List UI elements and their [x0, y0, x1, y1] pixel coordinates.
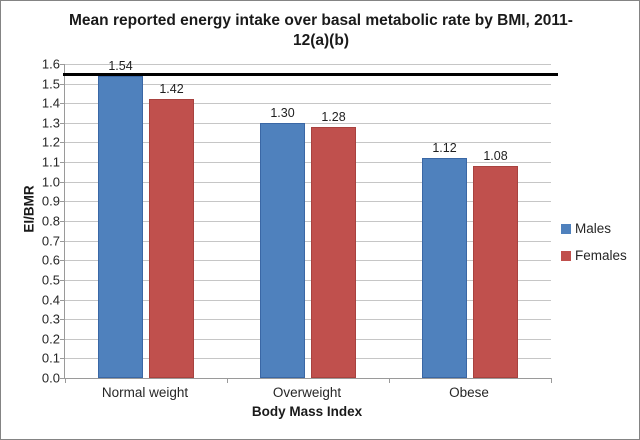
y-tick-label: 0.6 — [41, 252, 60, 268]
y-tick-label: 1.5 — [41, 76, 60, 92]
y-gridline — [65, 241, 551, 242]
y-tick-label: 1.1 — [41, 154, 60, 170]
y-tick-mark — [60, 378, 65, 379]
y-tick-label: 0.1 — [41, 350, 60, 366]
x-tick-mark — [551, 378, 552, 383]
reference-line — [63, 73, 558, 76]
y-gridline — [65, 319, 551, 320]
y-tick-mark — [60, 103, 65, 104]
y-tick-mark — [60, 162, 65, 163]
bar-value-label: 1.28 — [321, 110, 346, 124]
females-legend-label: Females — [575, 248, 627, 263]
bar-males-2 — [422, 158, 467, 378]
y-tick-mark — [60, 142, 65, 143]
y-tick-mark — [60, 201, 65, 202]
y-tick-label: 1.6 — [41, 56, 60, 72]
bar-value-label: 1.42 — [159, 82, 184, 96]
y-tick-mark — [60, 123, 65, 124]
y-tick-label: 0.9 — [41, 193, 60, 209]
y-gridline — [65, 142, 551, 143]
y-tick-label: 0.3 — [41, 311, 60, 327]
x-tick-mark — [389, 378, 390, 383]
y-tick-mark — [60, 280, 65, 281]
y-gridline — [65, 260, 551, 261]
x-tick-mark — [227, 378, 228, 383]
y-gridline — [65, 339, 551, 340]
y-tick-label: 0.0 — [41, 370, 60, 386]
y-tick-mark — [60, 64, 65, 65]
y-gridline — [65, 358, 551, 359]
y-gridline — [65, 182, 551, 183]
y-gridline — [65, 103, 551, 104]
y-tick-mark — [60, 300, 65, 301]
bar-females-1 — [311, 127, 356, 378]
y-tick-mark — [60, 182, 65, 183]
y-gridline — [65, 162, 551, 163]
bar-value-label: 1.54 — [108, 59, 133, 73]
category-label-overweight: Overweight — [272, 385, 342, 400]
y-gridline — [65, 64, 551, 65]
legend-item-males: Males — [561, 221, 627, 236]
y-gridline — [65, 84, 551, 85]
males-legend-label: Males — [575, 221, 612, 236]
category-label-normal-weight: Normal weight — [101, 385, 189, 400]
legend: Males Females — [561, 221, 627, 275]
y-tick-mark — [60, 221, 65, 222]
y-tick-label: 0.7 — [41, 233, 60, 249]
legend-item-females: Females — [561, 248, 627, 263]
y-tick-label: 0.2 — [41, 331, 60, 347]
males-legend-swatch-icon — [561, 223, 571, 234]
y-gridline — [65, 280, 551, 281]
plot-area: 0.0 0.1 0.2 0.3 0.4 0.5 0.6 0.7 0.8 0.9 1.0 1.1 1.2 1… — [42, 57, 558, 386]
y-gridline — [65, 123, 551, 124]
y-tick-mark — [60, 84, 65, 85]
females-legend-swatch-icon — [561, 250, 571, 261]
y-gridline — [65, 221, 551, 222]
category-label-obese: Obese — [449, 385, 489, 400]
y-tick-mark — [60, 339, 65, 340]
bar-females-0 — [149, 99, 194, 378]
y-tick-label: 0.8 — [41, 213, 60, 229]
y-tick-mark — [60, 260, 65, 261]
bar-females-2 — [473, 166, 518, 378]
y-tick-mark — [60, 319, 65, 320]
y-tick-label: 1.4 — [41, 95, 60, 111]
bar-males-0 — [98, 76, 143, 378]
bar-value-label: 1.08 — [483, 149, 508, 163]
y-tick-label: 1.0 — [41, 174, 60, 190]
bar-males-1 — [260, 123, 305, 378]
y-tick-label: 1.3 — [41, 115, 60, 131]
bar-value-label: 1.30 — [270, 106, 295, 120]
y-gridline — [65, 300, 551, 301]
bar-value-label: 1.12 — [432, 141, 457, 155]
y-tick-mark — [60, 241, 65, 242]
y-tick-mark — [60, 358, 65, 359]
chart-title: Mean reported energy intake over basal m… — [69, 12, 573, 49]
y-gridline — [65, 201, 551, 202]
y-tick-label: 0.5 — [41, 272, 60, 288]
y-tick-label: 1.2 — [41, 134, 60, 150]
y-tick-label: 0.4 — [41, 292, 60, 308]
x-tick-mark — [65, 378, 66, 383]
x-axis-title: Body Mass Index — [251, 404, 363, 419]
